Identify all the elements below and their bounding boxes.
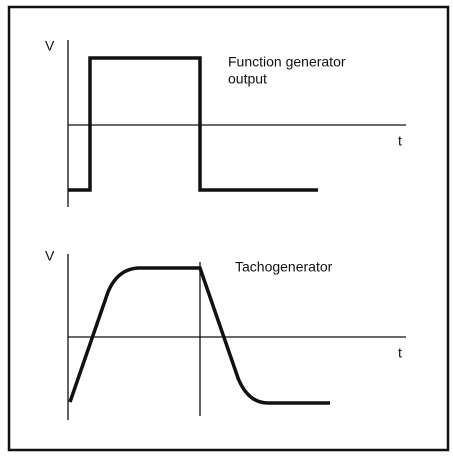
- x-axis-label: t: [398, 133, 402, 149]
- frame: [7, 5, 450, 452]
- y-axis-label: V: [45, 38, 55, 54]
- y-axis-label: V: [45, 248, 55, 264]
- plot-label: Function generator: [228, 54, 346, 70]
- square-wave: [68, 56, 318, 192]
- x-axis-label: t: [398, 345, 402, 361]
- tacho-curve: [68, 266, 330, 405]
- plot-label: Tachogenerator: [235, 259, 333, 275]
- plot-label: output: [228, 71, 267, 87]
